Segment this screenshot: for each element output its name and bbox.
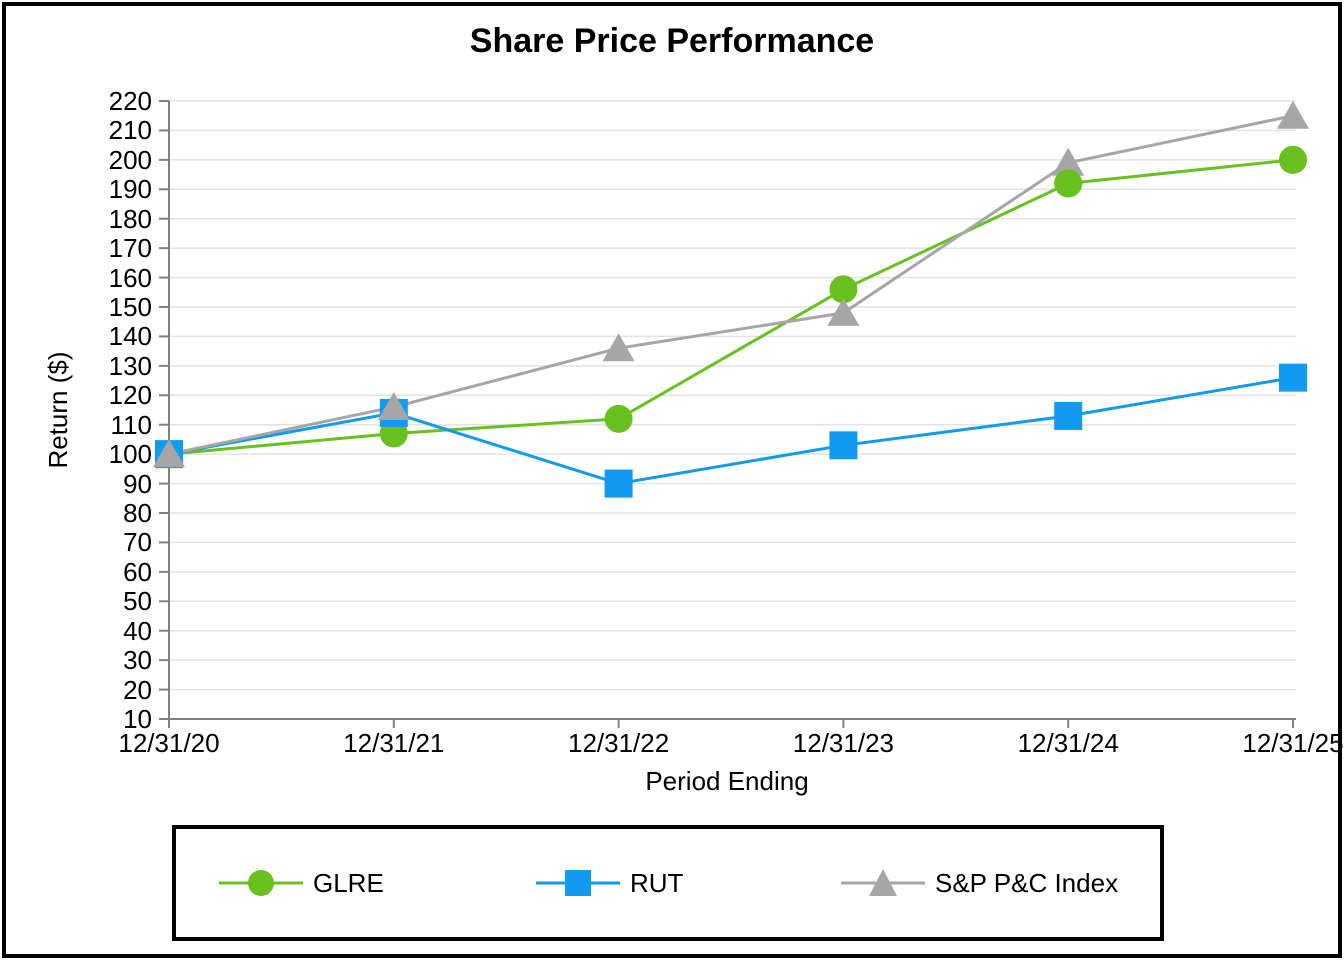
- y-tick-label-30: 30: [123, 645, 152, 676]
- y-tick-label-180: 180: [108, 203, 152, 234]
- marker-s-p-p-c-index-5: [1277, 100, 1309, 129]
- x-tick-label-2: 12/31/22: [567, 728, 670, 758]
- y-tick-label-140: 140: [108, 321, 152, 352]
- y-tick-label-100: 100: [108, 439, 152, 470]
- y-tick-label-190: 190: [108, 174, 152, 205]
- y-axis-title: Return ($): [43, 351, 73, 469]
- marker-rut-5: [1279, 363, 1307, 392]
- chart-title: Share Price Performance: [469, 22, 875, 60]
- y-tick-label-20: 20: [123, 674, 152, 705]
- legend-marker-rut: [536, 870, 620, 896]
- marker-s-p-p-c-index-2: [602, 333, 635, 362]
- legend-circle-icon: [248, 870, 274, 896]
- marker-glre-2: [604, 404, 633, 433]
- legend-label-rut: RUT: [630, 867, 684, 898]
- y-tick-label-60: 60: [123, 556, 152, 587]
- legend-label-s-p-p-c-index: S&P P&C Index: [935, 867, 1119, 898]
- legend-label-glre: GLRE: [313, 867, 384, 898]
- series-line-glre: [168, 158, 1294, 456]
- y-tick-label-10: 10: [123, 704, 152, 734]
- y-tick-label-160: 160: [108, 262, 152, 293]
- x-tick-label-5: 12/31/25: [1242, 728, 1344, 758]
- legend-item-s-p-p-c-index: S&P P&C Index: [841, 829, 1118, 937]
- y-tick-label-110: 110: [110, 409, 152, 440]
- marker-s-p-p-c-index-1: [377, 392, 410, 421]
- marker-s-p-p-c-index-0: [153, 439, 185, 468]
- y-tick-label-90: 90: [123, 468, 152, 499]
- marker-rut-3: [829, 431, 858, 460]
- y-tick-label-130: 130: [108, 350, 152, 381]
- series-line-s-p-p-c-index: [168, 114, 1294, 456]
- legend-item-rut: RUT: [536, 829, 683, 937]
- legend-marker-glre: [219, 870, 303, 896]
- marker-s-p-p-c-index-3: [827, 297, 860, 326]
- legend: GLRE RUT S&P P&C Index: [172, 825, 1164, 941]
- legend-triangle-icon: [869, 869, 897, 896]
- chart-svg: [153, 100, 1309, 728]
- y-tick-label-150: 150: [108, 292, 152, 322]
- legend-marker-s-p-p-c-index: [841, 869, 925, 896]
- y-tick-label-40: 40: [123, 615, 152, 646]
- y-tick-label-200: 200: [108, 144, 152, 175]
- series-line-rut: [168, 376, 1294, 486]
- plot-area: [6, 6, 1338, 959]
- x-tick-label-1: 12/31/21: [343, 728, 445, 758]
- legend-square-icon: [565, 870, 591, 896]
- x-axis-title: Period Ending: [645, 766, 809, 796]
- y-tick-label-50: 50: [123, 586, 152, 617]
- legend-item-glre: GLRE: [219, 829, 384, 937]
- x-tick-label-4: 12/31/24: [1017, 728, 1119, 758]
- marker-glre-4: [1054, 169, 1083, 198]
- y-tick-label-210: 210: [108, 115, 152, 146]
- marker-glre-5: [1279, 145, 1307, 174]
- marker-rut-2: [604, 469, 633, 498]
- y-tick-label-220: 220: [108, 86, 152, 116]
- y-tick-label-120: 120: [108, 380, 152, 411]
- y-tick-label-80: 80: [123, 498, 152, 528]
- x-tick-label-0: 12/31/20: [118, 728, 220, 758]
- marker-glre-3: [829, 275, 858, 304]
- y-tick-label-70: 70: [123, 527, 152, 558]
- y-tick-label-170: 170: [108, 233, 152, 264]
- marker-rut-4: [1054, 401, 1083, 430]
- x-tick-label-3: 12/31/23: [792, 728, 894, 758]
- marker-s-p-p-c-index-4: [1052, 147, 1085, 176]
